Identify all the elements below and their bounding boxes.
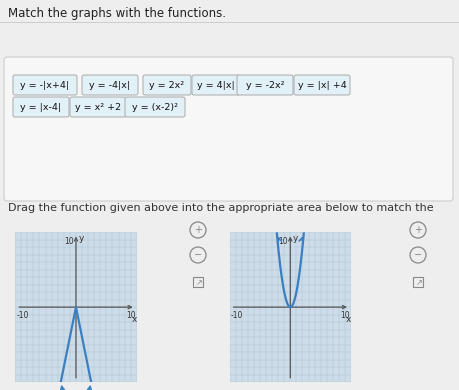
Text: x: x bbox=[346, 315, 352, 324]
Bar bbox=[413, 277, 423, 287]
Text: y = -|x+4|: y = -|x+4| bbox=[21, 80, 70, 89]
Text: −: − bbox=[414, 250, 422, 260]
Text: y: y bbox=[293, 234, 298, 243]
FancyBboxPatch shape bbox=[192, 75, 240, 95]
Text: 10: 10 bbox=[64, 237, 73, 246]
FancyBboxPatch shape bbox=[125, 97, 185, 117]
FancyBboxPatch shape bbox=[237, 75, 293, 95]
Text: 10: 10 bbox=[278, 237, 288, 246]
FancyBboxPatch shape bbox=[13, 97, 69, 117]
Text: y = |x| +4: y = |x| +4 bbox=[297, 80, 347, 89]
FancyBboxPatch shape bbox=[70, 97, 126, 117]
Text: -10: -10 bbox=[231, 311, 243, 320]
Text: +: + bbox=[194, 225, 202, 235]
Text: y = |x-4|: y = |x-4| bbox=[21, 103, 62, 112]
Text: y = -4|x|: y = -4|x| bbox=[90, 80, 130, 89]
Text: 10: 10 bbox=[340, 311, 350, 320]
Text: −: − bbox=[194, 250, 202, 260]
Text: y: y bbox=[78, 234, 84, 243]
Text: y = -2x²: y = -2x² bbox=[246, 80, 284, 89]
Text: y = (x-2)²: y = (x-2)² bbox=[132, 103, 178, 112]
FancyBboxPatch shape bbox=[13, 75, 77, 95]
FancyBboxPatch shape bbox=[4, 57, 453, 201]
Bar bbox=[193, 277, 203, 287]
FancyBboxPatch shape bbox=[294, 75, 350, 95]
Text: -10: -10 bbox=[17, 311, 29, 320]
Text: Drag the function given above into the appropriate area below to match the: Drag the function given above into the a… bbox=[8, 203, 434, 213]
Text: x: x bbox=[132, 315, 137, 324]
FancyBboxPatch shape bbox=[82, 75, 138, 95]
FancyBboxPatch shape bbox=[143, 75, 191, 95]
Text: ↗: ↗ bbox=[415, 278, 422, 287]
Text: y = x² +2: y = x² +2 bbox=[75, 103, 121, 112]
Text: y = 2x²: y = 2x² bbox=[150, 80, 185, 89]
Text: ↗: ↗ bbox=[196, 278, 202, 287]
Text: +: + bbox=[414, 225, 422, 235]
Text: 10: 10 bbox=[126, 311, 135, 320]
Text: y = 4|x|: y = 4|x| bbox=[197, 80, 235, 89]
Text: Match the graphs with the functions.: Match the graphs with the functions. bbox=[8, 7, 226, 20]
